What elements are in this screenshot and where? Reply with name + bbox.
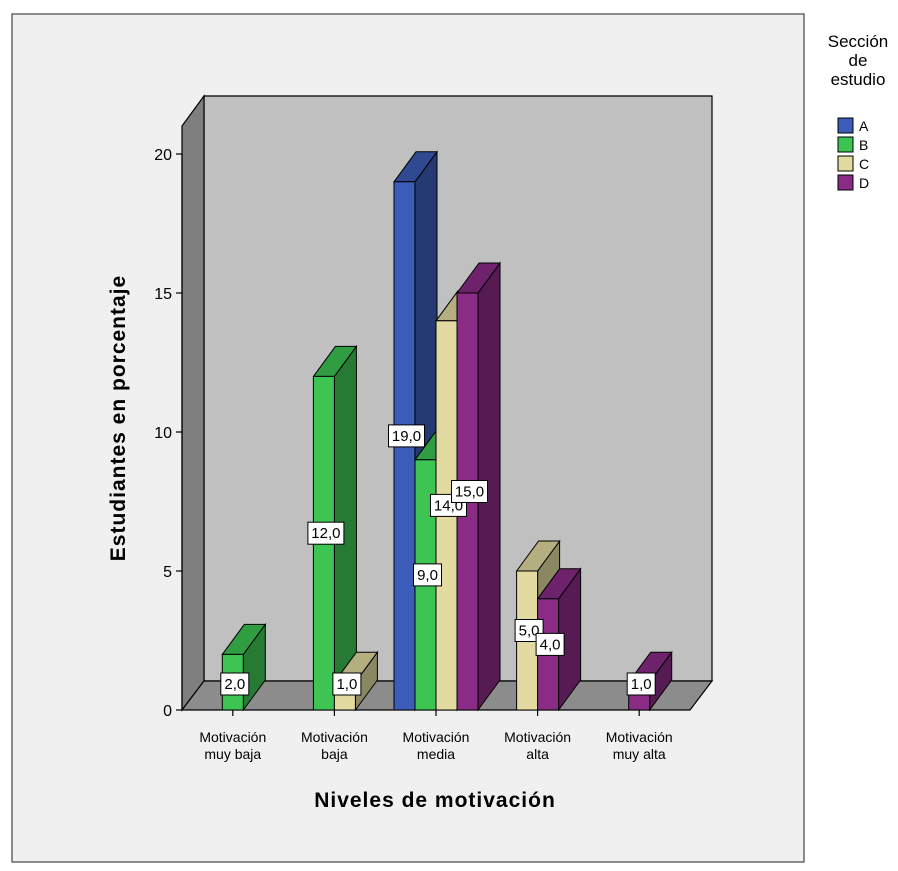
y-tick-label: 20 <box>154 147 172 164</box>
data-label-box <box>332 672 362 696</box>
legend-label-B: B <box>859 137 868 153</box>
data-label-box <box>535 632 565 656</box>
x-tick-label: Motivación muy baja <box>199 729 266 762</box>
legend-label-A: A <box>859 118 869 134</box>
data-label-D-2: 15,0 <box>451 480 488 503</box>
data-label-box <box>220 672 250 696</box>
x-tick-label: Motivación muy alta <box>606 729 673 762</box>
x-tick-label: Motivación media <box>403 729 470 762</box>
legend-label-C: C <box>859 156 869 172</box>
y-tick-label: 15 <box>154 286 172 303</box>
data-label-D-4: 1,0 <box>626 672 656 696</box>
data-label: 1,0 <box>631 676 652 693</box>
data-label: 19,0 <box>392 428 421 445</box>
data-label-box <box>451 480 488 503</box>
y-axis-title: Estudiantes en porcentaje <box>107 275 130 561</box>
data-label-box <box>626 672 656 696</box>
data-label: 15,0 <box>455 484 484 501</box>
data-label: 1,0 <box>336 676 357 693</box>
data-label: 9,0 <box>417 567 438 584</box>
legend-swatch-B <box>837 136 854 153</box>
legend-title: estudio <box>831 70 886 89</box>
data-label: 12,0 <box>311 525 340 542</box>
data-label-C-1: 1,0 <box>332 672 362 696</box>
bar-B-0 <box>221 622 267 712</box>
legend-swatch-A <box>837 117 854 134</box>
data-label-box <box>413 563 442 587</box>
data-label-A-2: 19,0 <box>388 424 425 448</box>
y-tick-label: 5 <box>163 564 172 581</box>
legend-title: de <box>849 51 868 70</box>
side-wall <box>181 94 205 712</box>
x-tick-label: Motivación alta <box>504 729 571 762</box>
data-label-B-0: 2,0 <box>220 672 250 696</box>
data-label: 5,0 <box>519 623 540 640</box>
legend-label-D: D <box>859 175 869 191</box>
x-tick-label: Motivación baja <box>301 729 368 762</box>
data-label: 4,0 <box>540 636 561 653</box>
data-label-B-2: 9,0 <box>413 563 442 587</box>
legend-swatch-C <box>837 155 854 172</box>
y-axis: 0 5 10 15 20 <box>154 147 183 720</box>
legend-title: Sección <box>828 32 888 51</box>
x-axis: Motivación muy baja Motivación baja Motivaci… <box>199 710 673 762</box>
data-label: 2,0 <box>224 676 245 693</box>
y-tick-label: 10 <box>154 425 172 442</box>
data-label-D-3: 4,0 <box>535 632 565 656</box>
data-labels-group: 2,012,01,019,09,014,015,05,04,01,0 <box>220 424 656 696</box>
x-axis-title: Niveles de motivación <box>314 789 556 812</box>
data-label-box <box>388 424 425 448</box>
data-label-box <box>307 521 345 545</box>
data-label-B-1: 12,0 <box>307 521 345 545</box>
y-tick-label: 0 <box>163 703 172 720</box>
legend-swatch-D <box>837 174 854 191</box>
